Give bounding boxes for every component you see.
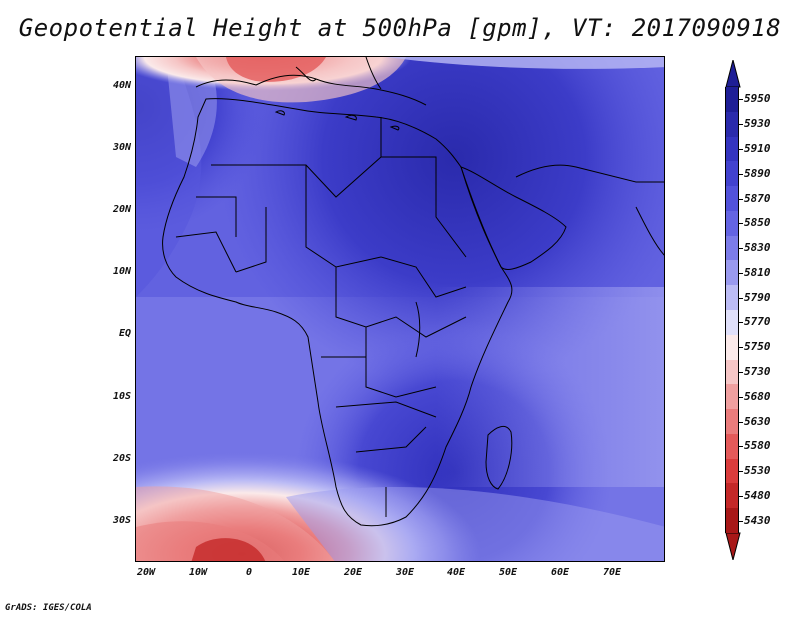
lon-label: 40E (446, 567, 466, 578)
colorbar-cell (725, 310, 739, 336)
colorbar-label: 5890 (744, 166, 771, 180)
lon-label: 60E (550, 567, 570, 578)
colorbar-tick (739, 297, 743, 299)
colorbar-tick (739, 148, 743, 150)
colorbar: 5950 5930 5910 5890 5870 5850 5830 5810 5790 5770… (725, 60, 795, 560)
footer-credit: GrADS: IGES/COLA (5, 603, 92, 613)
map-title: Geopotential Height at 500hPa [gpm], VT:… (18, 14, 782, 42)
colorbar-cell (725, 384, 739, 410)
colorbar-tick (739, 173, 743, 175)
colorbar-label: 5910 (744, 141, 771, 155)
colorbar-cell (725, 458, 739, 484)
lat-label: 30S (112, 515, 131, 526)
colorbar-label: 5730 (744, 364, 771, 378)
colorbar-tick (739, 322, 743, 324)
colorbar-cell (725, 285, 739, 311)
colorbar-label: 5530 (744, 464, 771, 478)
colorbar-cell (725, 409, 739, 435)
colorbar-tick (739, 99, 743, 101)
colorbar-bottom-arrow (725, 532, 741, 560)
colorbar-tick (739, 471, 743, 473)
colorbar-label: 5810 (744, 265, 771, 279)
colorbar-cell (725, 136, 739, 162)
lon-label: 50E (498, 567, 518, 578)
colorbar-label: 5770 (744, 315, 771, 329)
colorbar-label: 5430 (744, 513, 771, 527)
colorbar-label: 5950 (744, 92, 771, 106)
colorbar-label: 5870 (744, 191, 771, 205)
colorbar-label: 5580 (744, 439, 771, 453)
colorbar-label: 5630 (744, 414, 771, 428)
lon-label: 10W (188, 567, 208, 578)
lon-label: 0 (245, 567, 253, 578)
lat-label: 10S (112, 391, 131, 402)
coastlines (162, 57, 664, 527)
colorbar-cell (725, 186, 739, 212)
colorbar-tick (739, 421, 743, 423)
colorbar-tick (739, 495, 743, 497)
lat-label: 20S (112, 453, 131, 464)
colorbar-label: 5480 (744, 488, 771, 502)
colorbar-cell (725, 235, 739, 261)
colorbar-cell (725, 359, 739, 385)
colorbar-cell (725, 334, 739, 361)
colorbar-cell (725, 210, 739, 237)
colorbar-cell (725, 87, 739, 113)
colorbar-top-arrow (725, 60, 741, 88)
colorbar-tick (739, 371, 743, 373)
colorbar-label: 5830 (744, 241, 771, 255)
lat-label: 20N (112, 204, 131, 215)
colorbar-label: 5680 (744, 389, 771, 403)
colorbar-tick (739, 248, 743, 250)
colorbar-cell (725, 260, 739, 286)
geopotential-map (136, 57, 664, 561)
lat-label: 10N (112, 266, 131, 277)
colorbar-cell (725, 483, 739, 509)
colorbar-tick (739, 347, 743, 349)
colorbar-label: 5790 (744, 290, 771, 304)
colorbar-cell (725, 508, 739, 534)
colorbar-tick (739, 520, 743, 522)
colorbar-cell (725, 433, 739, 460)
lat-label: 30N (112, 142, 131, 153)
colorbar-label: 5850 (744, 216, 771, 230)
colorbar-label: 5750 (744, 340, 771, 354)
lon-label: 30E (395, 567, 415, 578)
colorbar-tick (739, 272, 743, 274)
colorbar-tick (739, 124, 743, 126)
lon-label: 20W (136, 567, 156, 578)
lat-label: 40N (112, 80, 131, 91)
lon-label: 10E (291, 567, 311, 578)
lon-label: 70E (602, 567, 622, 578)
colorbar-cell (725, 111, 739, 138)
colorbar-tick (739, 223, 743, 225)
lat-label: EQ (118, 328, 131, 339)
colorbar-tick (739, 396, 743, 398)
colorbar-label: 5930 (744, 117, 771, 131)
lon-label: 20E (343, 567, 363, 578)
colorbar-tick (739, 446, 743, 448)
colorbar-tick (739, 198, 743, 200)
colorbar-cell (725, 161, 739, 187)
map-plot-area (135, 56, 665, 562)
